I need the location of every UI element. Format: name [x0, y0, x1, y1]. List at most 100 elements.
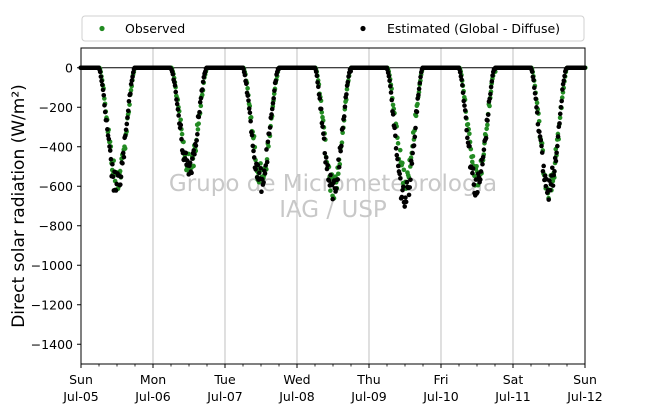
estimated-point: [409, 161, 415, 166]
estimated-point: [330, 196, 336, 202]
estimated-point: [460, 90, 466, 96]
estimated-point: [174, 101, 180, 107]
estimated-point: [264, 147, 269, 152]
estimated-point: [400, 184, 406, 190]
estimated-point: [105, 133, 111, 138]
estimated-point: [531, 77, 536, 83]
y-tick-label: −1400: [31, 337, 73, 352]
observed-point: [127, 102, 132, 107]
estimated-point: [318, 106, 324, 112]
estimated-point: [128, 81, 134, 87]
estimated-point: [532, 91, 538, 96]
estimated-point: [388, 90, 394, 95]
estimated-point: [386, 73, 392, 79]
observed-point: [128, 87, 134, 93]
estimated-point: [393, 133, 398, 139]
x-tick-date: Jul-11: [494, 389, 531, 404]
legend-marker-estimated: [360, 25, 366, 32]
estimated-point: [120, 161, 125, 166]
estimated-point: [246, 106, 252, 111]
observed-point: [248, 115, 254, 120]
estimated-point: [273, 78, 279, 84]
estimated-point: [170, 71, 176, 77]
estimated-point: [108, 156, 114, 162]
estimated-point: [194, 138, 199, 143]
observed-point: [400, 160, 405, 166]
observed-point: [474, 163, 479, 169]
estimated-point: [547, 178, 552, 183]
estimated-point: [557, 111, 563, 117]
estimated-point: [535, 121, 541, 127]
estimated-point: [190, 156, 195, 161]
estimated-point: [106, 136, 112, 142]
y-axis: 0 −200 −400 −600 −800 −1000 −1200 −1400: [31, 60, 81, 352]
estimated-point: [394, 152, 400, 158]
estimated-point: [121, 154, 127, 160]
y-tick-label: −800: [39, 218, 73, 233]
estimated-point: [392, 125, 397, 131]
legend-label-estimated: Estimated (Global - Diffuse): [387, 21, 560, 36]
estimated-point: [123, 127, 129, 133]
estimated-point: [183, 150, 189, 156]
estimated-point: [130, 74, 135, 80]
estimated-point: [410, 150, 415, 156]
estimated-point: [489, 79, 495, 84]
estimated-point: [460, 82, 465, 88]
estimated-point: [321, 136, 327, 141]
estimated-point: [113, 188, 119, 193]
estimated-point: [251, 155, 257, 160]
estimated-point: [107, 144, 112, 149]
estimated-point: [403, 195, 408, 200]
estimated-point: [249, 132, 255, 138]
estimated-point: [269, 106, 275, 112]
estimated-point: [99, 78, 104, 84]
estimated-point: [539, 150, 545, 155]
estimated-point: [105, 127, 110, 132]
estimated-point: [245, 93, 251, 98]
y-axis-label: Direct solar radiation (W/m²): [9, 84, 29, 328]
x-tick-date: Jul-05: [62, 389, 99, 404]
estimated-point: [317, 96, 323, 101]
x-tick-day: Sat: [503, 372, 524, 387]
estimated-point: [463, 115, 469, 120]
estimated-point: [265, 139, 271, 145]
estimated-point: [125, 108, 131, 114]
estimated-point: [102, 102, 107, 108]
legend-box: [81, 15, 585, 42]
estimated-point: [346, 74, 351, 79]
estimated-point: [321, 131, 326, 136]
observed-point: [534, 100, 540, 106]
estimated-point: [551, 172, 557, 178]
observed-point: [319, 110, 325, 115]
estimated-point: [172, 79, 177, 85]
estimated-point: [320, 124, 325, 129]
estimated-point: [553, 158, 559, 164]
estimated-point: [560, 87, 565, 92]
estimated-point: [389, 97, 395, 103]
estimated-point: [261, 180, 266, 185]
y-tick-label: −200: [39, 100, 73, 115]
estimated-point: [393, 146, 399, 151]
x-tick-date: Jul-10: [422, 389, 459, 404]
estimated-point: [101, 92, 107, 98]
estimated-point: [322, 151, 328, 156]
observed-point: [415, 101, 420, 107]
estimated-point: [316, 84, 321, 90]
estimated-point: [416, 92, 421, 98]
observed-point: [344, 86, 350, 92]
x-tick-day: Sun: [573, 372, 597, 387]
estimated-point: [258, 165, 264, 171]
estimated-point: [250, 143, 256, 149]
estimated-point: [395, 163, 401, 169]
estimated-point: [402, 204, 408, 209]
estimated-point: [187, 160, 193, 166]
estimated-point: [550, 183, 556, 188]
estimated-point: [532, 85, 537, 91]
estimated-point: [541, 163, 546, 169]
estimated-point: [195, 132, 200, 137]
x-tick-date: Jul-07: [206, 389, 243, 404]
estimated-point: [314, 73, 320, 79]
observed-point: [122, 146, 128, 151]
estimated-point: [270, 101, 276, 106]
observed-point: [467, 131, 472, 137]
